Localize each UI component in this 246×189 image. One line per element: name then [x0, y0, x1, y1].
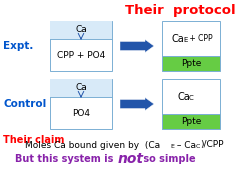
Text: Ca: Ca — [75, 83, 87, 91]
FancyArrow shape — [120, 98, 154, 111]
Bar — [50, 21, 112, 39]
Text: Their  protocol: Their protocol — [125, 4, 235, 17]
Text: But this system is: But this system is — [15, 154, 117, 164]
Bar — [162, 56, 220, 71]
Text: Ca: Ca — [172, 33, 185, 43]
Text: Their claim: Their claim — [3, 135, 64, 145]
Text: Expt.: Expt. — [3, 41, 33, 51]
Text: Ppte: Ppte — [181, 117, 201, 126]
Text: Ppte: Ppte — [181, 59, 201, 68]
Text: PO4: PO4 — [72, 108, 90, 118]
Text: C: C — [196, 144, 200, 149]
Text: )/CPP: )/CPP — [200, 140, 224, 149]
Bar — [162, 114, 220, 129]
Text: + CPP: + CPP — [187, 34, 213, 43]
Text: Ca: Ca — [178, 91, 191, 101]
Text: C: C — [189, 95, 194, 101]
Bar — [50, 21, 112, 71]
Text: Ca: Ca — [75, 25, 87, 33]
Text: so simple: so simple — [140, 154, 196, 164]
Text: Control: Control — [3, 99, 46, 109]
Text: CPP + PO4: CPP + PO4 — [57, 50, 105, 60]
Text: not: not — [118, 152, 144, 166]
Text: Moles Ca bound given by  (Ca: Moles Ca bound given by (Ca — [25, 140, 160, 149]
Bar — [162, 79, 220, 114]
FancyArrow shape — [120, 40, 154, 53]
Bar — [50, 79, 112, 97]
Bar — [162, 21, 220, 56]
Bar — [50, 79, 112, 129]
Text: E: E — [183, 37, 187, 43]
Text: – Ca: – Ca — [174, 140, 196, 149]
Text: E: E — [170, 144, 174, 149]
